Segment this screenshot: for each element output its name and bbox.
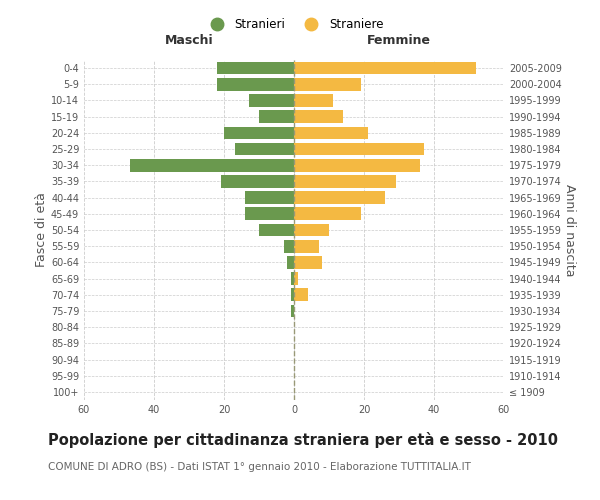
Bar	[290, 288, 294, 301]
Text: Maschi: Maschi	[164, 34, 214, 47]
Y-axis label: Anni di nascita: Anni di nascita	[563, 184, 575, 276]
Bar	[290, 272, 294, 285]
Legend: Stranieri, Straniere: Stranieri, Straniere	[200, 13, 388, 36]
Bar	[294, 240, 319, 252]
Bar	[294, 62, 476, 74]
Bar	[245, 208, 294, 220]
Bar	[217, 62, 294, 74]
Bar	[294, 142, 424, 156]
Bar	[235, 142, 294, 156]
Bar	[290, 304, 294, 318]
Bar	[217, 78, 294, 90]
Bar	[287, 256, 294, 268]
Bar	[224, 126, 294, 139]
Bar	[294, 208, 361, 220]
Text: Femmine: Femmine	[367, 34, 431, 47]
Bar	[248, 94, 294, 107]
Bar	[294, 94, 332, 107]
Bar	[294, 224, 329, 236]
Bar	[294, 110, 343, 123]
Bar	[221, 175, 294, 188]
Y-axis label: Fasce di età: Fasce di età	[35, 192, 48, 268]
Text: Popolazione per cittadinanza straniera per età e sesso - 2010: Popolazione per cittadinanza straniera p…	[48, 432, 558, 448]
Bar	[294, 78, 361, 90]
Bar	[294, 256, 322, 268]
Bar	[294, 192, 385, 204]
Bar	[294, 126, 367, 139]
Bar	[284, 240, 294, 252]
Bar	[294, 272, 298, 285]
Bar	[259, 224, 294, 236]
Bar	[294, 175, 395, 188]
Text: COMUNE DI ADRO (BS) - Dati ISTAT 1° gennaio 2010 - Elaborazione TUTTITALIA.IT: COMUNE DI ADRO (BS) - Dati ISTAT 1° genn…	[48, 462, 471, 472]
Bar	[259, 110, 294, 123]
Bar	[130, 159, 294, 172]
Bar	[245, 192, 294, 204]
Bar	[294, 288, 308, 301]
Bar	[294, 159, 420, 172]
